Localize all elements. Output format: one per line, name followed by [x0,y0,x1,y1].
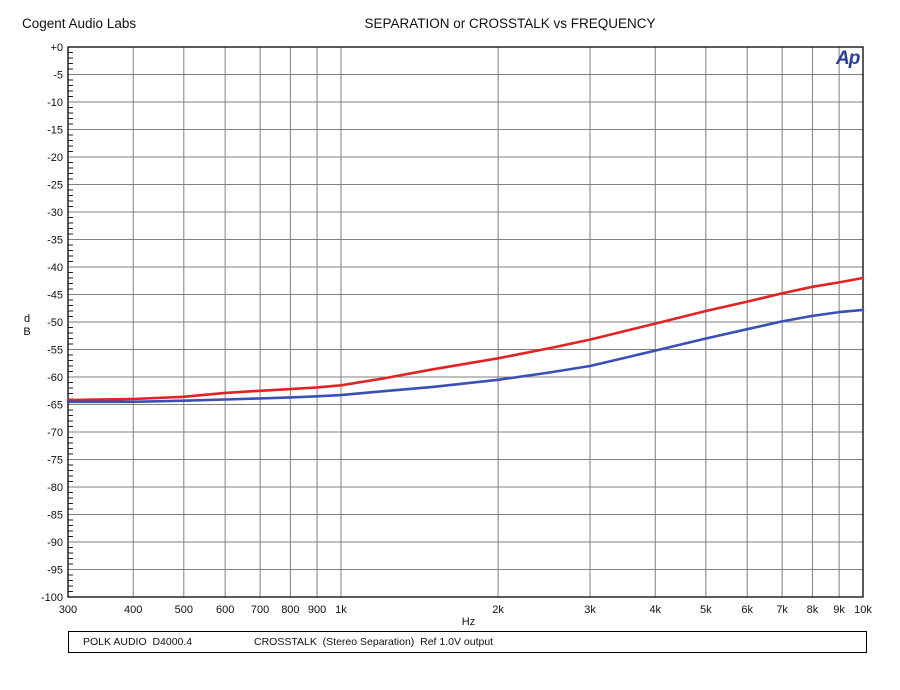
y-tick-label: -50 [47,317,63,329]
x-tick-label: 2k [492,604,504,616]
y-tick-label: -60 [47,372,63,384]
x-axis-unit-label: Hz [462,616,475,628]
y-tick-label: -90 [47,537,63,549]
y-tick-label: -95 [47,565,63,577]
y-tick-label: -65 [47,400,63,412]
x-tick-label: 5k [700,604,712,616]
x-tick-label: 800 [281,604,299,616]
x-tick-label: 300 [59,604,77,616]
x-tick-label: 4k [649,604,661,616]
y-tick-label: -20 [47,152,63,164]
lab-name: Cogent Audio Labs [22,16,137,31]
y-tick-label: -40 [47,262,63,274]
plot-border [67,46,864,598]
device-label: POLK AUDIO D4000.4 [83,636,193,648]
x-tick-label: 500 [175,604,193,616]
y-tick-label: -55 [47,345,63,357]
y-tick-label: -35 [47,235,63,247]
audio-precision-logo: Ap [836,48,860,69]
y-tick-label: -30 [47,207,63,219]
y-tick-label: -70 [47,427,63,439]
y-tick-label: +0 [50,42,63,54]
x-tick-label: 10k [854,604,872,616]
x-tick-label: 600 [216,604,234,616]
y-tick-label: -5 [53,70,63,82]
y-tick-label: -85 [47,510,63,522]
x-tick-label: 1k [335,604,347,616]
y-tick-label: -45 [47,290,63,302]
y-tick-label: -25 [47,180,63,192]
x-tick-label: 900 [308,604,326,616]
y-tick-label: -10 [47,97,63,109]
x-tick-label: 6k [741,604,753,616]
y-axis-unit-label: B [23,326,30,338]
y-tick-label: -80 [47,482,63,494]
y-tick-label: -75 [47,455,63,467]
y-tick-label: -100 [41,592,63,604]
y-tick-label: -15 [47,125,63,137]
y-axis-unit-label: d [24,313,30,325]
series-crosstalk-red [66,276,865,402]
x-tick-label: 7k [776,604,788,616]
measurement-description: CROSSTALK (Stereo Separation) Ref 1.0V o… [254,636,494,648]
page-title: SEPARATION or CROSSTALK vs FREQUENCY [364,16,656,31]
x-tick-label: 700 [251,604,269,616]
series-crosstalk-blue [66,308,865,404]
x-tick-label: 400 [124,604,142,616]
x-tick-label: 8k [807,604,819,616]
x-tick-label: 3k [584,604,596,616]
measurement-info-box: POLK AUDIO D4000.4 CROSSTALK (Stereo Sep… [68,631,867,653]
x-tick-label: 9k [833,604,845,616]
